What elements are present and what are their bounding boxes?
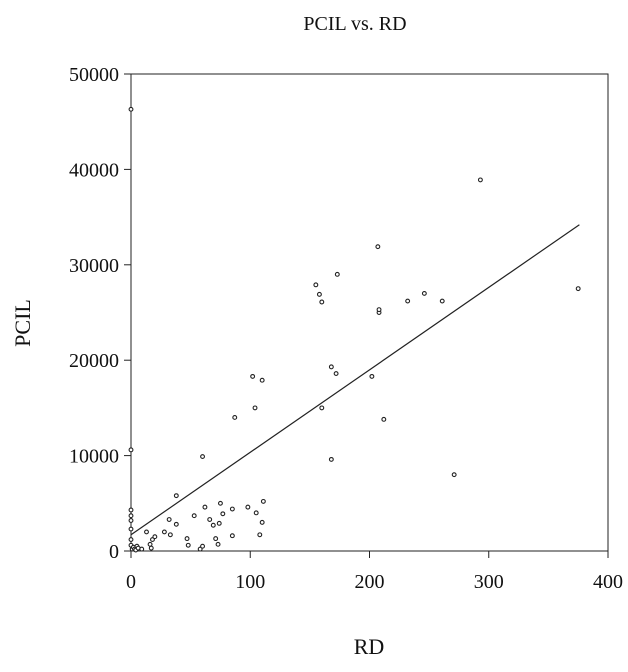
data-point — [253, 510, 259, 516]
data-point — [381, 416, 387, 422]
y-tick-label: 0 — [109, 541, 119, 563]
data-point — [128, 518, 134, 523]
data-point — [313, 282, 319, 288]
data-point — [202, 504, 208, 510]
data-point — [185, 542, 191, 548]
data-point — [128, 447, 134, 453]
data-point — [200, 543, 206, 549]
data-point — [229, 533, 235, 539]
x-tick-label: 0 — [126, 571, 136, 593]
data-point — [184, 536, 190, 542]
data-point — [477, 177, 483, 183]
axis-ticks: 0 100 200 300 400 0 10000 20000 30000 40000 50000 — [69, 64, 623, 593]
data-point — [375, 244, 381, 250]
data-point — [139, 546, 145, 552]
data-point — [128, 526, 134, 532]
x-tick-label: 200 — [355, 571, 385, 593]
x-tick-label: 100 — [235, 571, 265, 593]
data-point — [173, 521, 179, 527]
points-layer — [128, 106, 581, 553]
data-point — [128, 106, 134, 112]
data-point — [216, 520, 222, 526]
data-point — [451, 472, 457, 478]
data-point — [148, 545, 154, 551]
data-point — [128, 513, 134, 519]
data-point — [207, 517, 213, 522]
data-point — [319, 299, 325, 305]
fit-line-layer — [130, 224, 580, 536]
regression-line — [130, 224, 580, 536]
data-point — [210, 522, 216, 528]
chart-title: PCIL vs. RD — [303, 13, 406, 35]
y-tick-label: 10000 — [69, 446, 119, 468]
data-point — [369, 373, 375, 379]
data-point — [319, 405, 325, 411]
data-point — [439, 298, 445, 304]
plot-frame — [130, 73, 609, 552]
data-point — [334, 271, 340, 277]
data-point — [166, 517, 172, 522]
x-axis-label: RD — [354, 634, 385, 659]
data-point — [250, 373, 256, 379]
y-tick-label: 20000 — [69, 350, 119, 372]
y-axis-label: PCIL — [10, 299, 35, 347]
data-point — [128, 537, 134, 543]
y-tick-label: 50000 — [69, 64, 119, 86]
data-point — [217, 500, 223, 506]
data-point — [257, 532, 263, 538]
data-point — [144, 529, 149, 535]
data-point — [215, 541, 221, 547]
data-point — [421, 290, 427, 296]
data-point — [147, 541, 153, 547]
data-point — [333, 371, 339, 377]
y-tick-label: 30000 — [69, 255, 119, 277]
data-point — [161, 529, 167, 535]
data-point — [405, 298, 411, 304]
data-point — [328, 456, 334, 462]
data-point — [128, 507, 134, 513]
data-point — [575, 286, 581, 292]
data-point — [376, 307, 382, 313]
data-point — [252, 405, 258, 411]
data-point — [200, 454, 206, 460]
data-point — [152, 534, 158, 540]
data-point — [260, 498, 266, 504]
y-tick-label: 40000 — [69, 159, 119, 181]
data-point — [229, 506, 235, 512]
data-point — [245, 504, 251, 510]
data-point — [259, 377, 265, 383]
data-point — [316, 291, 322, 297]
data-point — [167, 532, 173, 538]
data-point — [220, 511, 226, 517]
data-point — [191, 513, 197, 519]
x-tick-label: 400 — [593, 571, 623, 593]
data-point — [213, 536, 219, 542]
data-point — [328, 364, 334, 370]
data-point — [232, 414, 238, 420]
data-point — [173, 493, 179, 499]
x-tick-label: 300 — [474, 571, 504, 593]
data-point — [259, 519, 265, 525]
